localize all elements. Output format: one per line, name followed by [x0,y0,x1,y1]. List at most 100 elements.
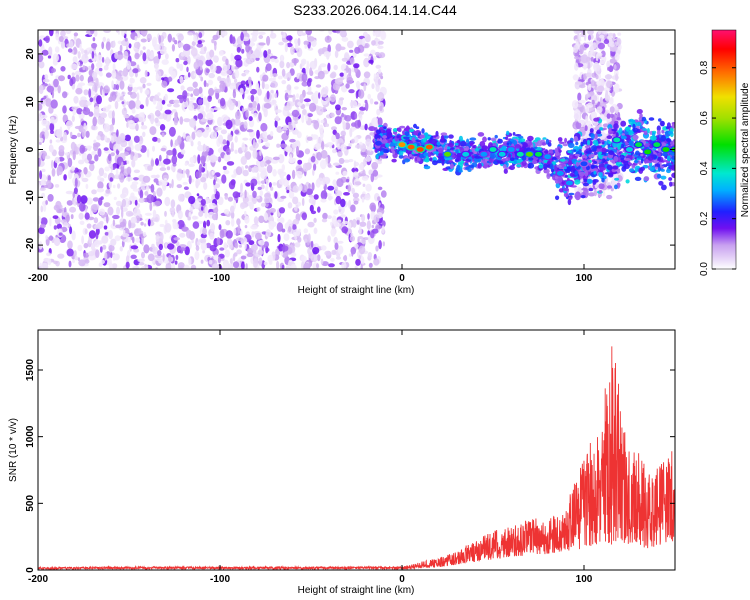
noise-speckle [205,59,213,67]
noise-speckle [161,59,169,65]
noise-speckle [44,129,49,139]
noise-speckle [54,184,60,188]
noise-speckle [587,51,593,58]
ridge-speckle [614,184,618,190]
noise-speckle [166,103,172,108]
noise-speckle [224,195,229,200]
noise-speckle [89,97,94,103]
noise-speckle [607,66,611,71]
noise-speckle [324,250,332,256]
noise-speckle [370,49,376,55]
noise-speckle [375,225,382,230]
noise-speckle [342,255,348,261]
ridge-speckle [608,141,613,145]
ridge-speckle [563,166,567,170]
noise-speckle [224,249,230,258]
noise-speckle [138,112,145,122]
peak-point [556,171,564,176]
ridge-speckle [399,125,406,129]
noise-speckle [142,83,146,89]
noise-speckle [163,158,171,165]
noise-speckle [47,194,54,202]
noise-speckle [206,112,214,121]
noise-speckle [94,154,99,162]
noise-speckle [597,85,604,91]
noise-speckle [166,166,171,171]
noise-speckle [46,85,55,93]
noise-speckle [102,85,111,94]
noise-speckle [41,192,46,198]
noise-speckle [348,89,355,94]
noise-speckle [267,254,274,263]
noise-speckle [339,97,345,101]
noise-speckle [189,97,196,101]
noise-speckle [343,159,350,163]
peak-point [425,144,433,150]
noise-speckle [210,63,217,73]
noise-speckle [161,132,165,138]
ridge-speckle [599,139,604,143]
noise-speckle [80,171,84,180]
noise-speckle [354,265,358,269]
noise-speckle [173,99,180,104]
noise-speckle [208,72,215,79]
noise-speckle [143,232,147,237]
noise-speckle [333,209,339,215]
noise-speckle [218,50,224,56]
spectrogram-ytick-label: -20 [25,237,36,252]
noise-speckle [132,68,139,74]
noise-speckle [219,82,226,93]
noise-speckle [358,245,366,255]
noise-speckle [123,107,127,111]
noise-speckle [139,189,144,199]
ridge-speckle [670,140,675,146]
noise-speckle [234,149,238,154]
noise-speckle [213,107,221,111]
noise-speckle [275,109,282,113]
noise-speckle [43,204,47,212]
ridge-speckle [658,180,664,186]
noise-speckle [241,48,245,54]
noise-speckle [285,147,293,153]
noise-speckle [200,177,207,183]
noise-speckle [187,55,191,65]
noise-speckle [596,80,602,86]
ridge-speckle [608,147,614,150]
noise-speckle [265,160,272,164]
noise-speckle [188,195,196,205]
noise-speckle [103,202,111,208]
noise-speckle [209,232,215,240]
noise-speckle [38,103,43,111]
noise-speckle [168,126,176,137]
ridge-speckle [592,139,599,146]
noise-speckle [142,175,151,183]
noise-speckle [72,150,76,161]
noise-speckle [128,195,136,202]
noise-speckle [257,103,261,112]
ridge-speckle [564,137,568,144]
noise-speckle [282,124,290,129]
noise-speckle [114,100,119,110]
noise-speckle [156,187,163,197]
noise-speckle [188,212,192,217]
noise-speckle [603,87,611,92]
noise-speckle [336,178,344,188]
noise-speckle [97,181,104,190]
noise-speckle [263,261,268,266]
noise-speckle [270,89,274,94]
noise-speckle [131,181,139,186]
noise-speckle [44,35,50,43]
ridge-speckle [578,150,582,154]
noise-speckle [320,119,325,124]
noise-speckle [80,96,87,101]
noise-speckle [584,43,590,48]
noise-speckle [286,174,291,181]
ridge-speckle [563,187,569,192]
noise-speckle [244,189,247,199]
noise-speckle [298,183,303,192]
noise-speckle [265,229,272,238]
ridge-speckle [375,129,382,135]
noise-speckle [288,190,295,199]
ridge-speckle [516,164,522,168]
noise-speckle [157,138,161,143]
